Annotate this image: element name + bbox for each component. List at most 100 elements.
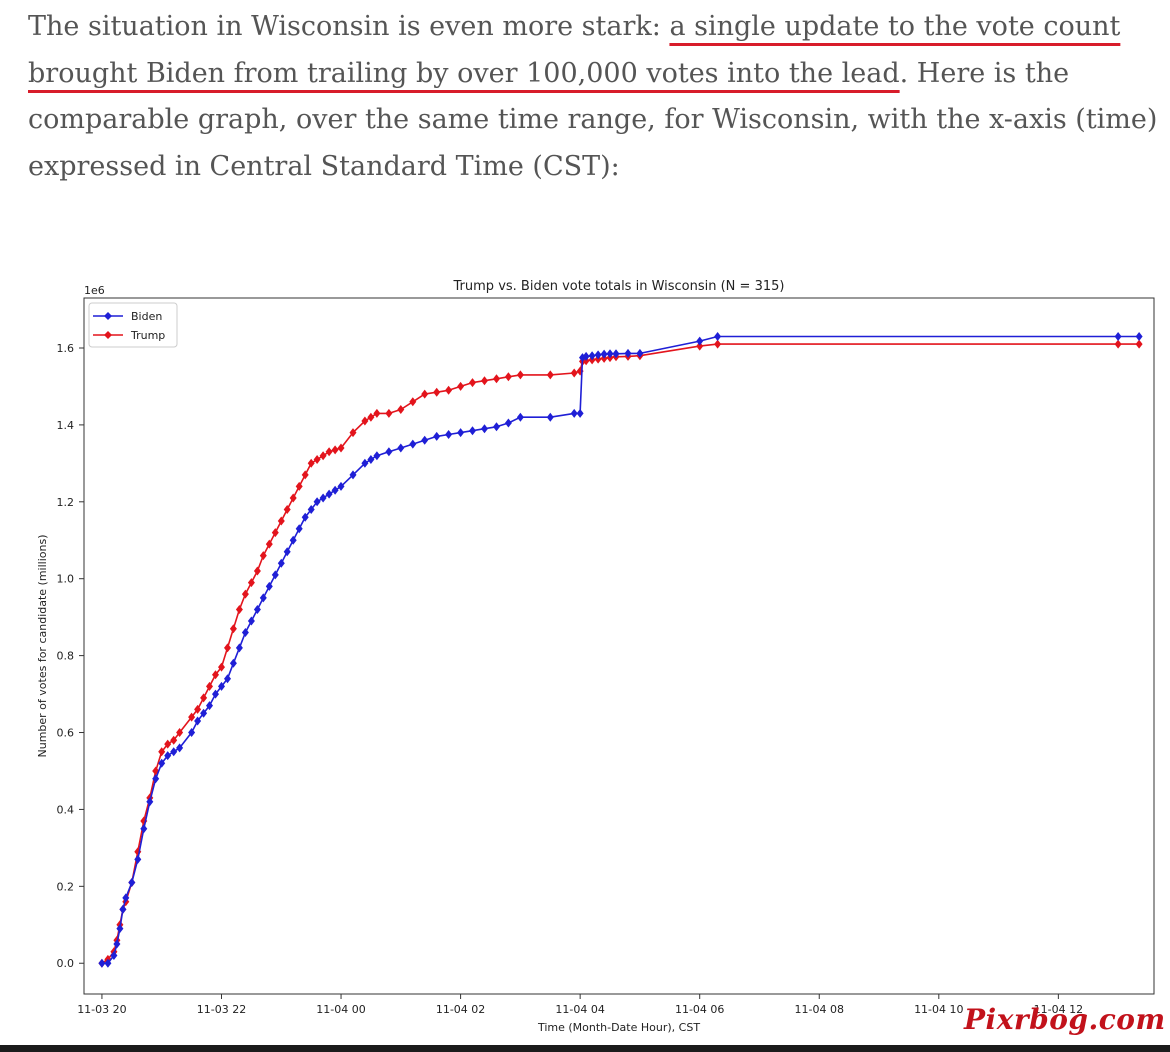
biden-data-point [241,628,249,637]
trump-data-point [247,578,255,588]
trump-data-point [570,368,578,378]
biden-data-point [235,643,243,653]
trump-data-point [283,505,291,514]
biden-data-point [606,349,614,359]
paragraph-text: . Here is the [899,57,1070,89]
x-axis-label: Time (Month-Date Hour), CST [537,1021,700,1034]
biden-data-point [301,512,309,522]
biden-data-point [247,616,255,626]
trump-data-point [409,397,417,407]
chart-title: Trump vs. Biden vote totals in Wisconsin… [453,279,785,294]
biden-data-point [206,701,213,711]
biden-data-point [259,593,267,603]
trump-data-point [457,381,465,391]
biden-data-point [224,674,231,684]
trump-data-point [289,493,297,503]
biden-data-point [588,351,596,361]
trump-data-point [265,539,273,549]
trump-data-point [696,341,704,351]
trump-data-point [277,516,285,526]
y-axis-multiplier: 1e6 [84,284,105,297]
paragraph-line-1: The situation in Wisconsin is even more … [28,4,1148,51]
biden-data-point [570,408,578,418]
biden-data-point [469,426,476,436]
y-axis-ticks: 0.0 0.2 0.4 0.6 0.8 1.0 1.2 1.4 1.6 [57,342,84,970]
biden-data-point [624,348,632,358]
trump-data-point [235,605,243,614]
trump-data-point [253,566,261,576]
biden-data-point [397,443,405,453]
biden-data-point [128,878,136,887]
plot-area [83,297,1155,995]
x-tick-label: 11-04 12 [1034,1003,1083,1016]
biden-data-point [110,951,118,960]
legend: Biden Trump [88,302,178,348]
biden-data-point [253,605,261,614]
trump-data-point [421,389,429,399]
biden-data-point [134,854,142,864]
biden-data-point [277,558,285,568]
biden-data-point [612,349,620,359]
biden-data-point [194,716,202,726]
biden-data-point [433,431,441,441]
x-axis-ticks: 11-03 20 11-03 22 11-04 00 11-04 02 11-04 04… [77,994,1083,1016]
y-tick-label: 0.0 [57,957,75,970]
biden-data-point [295,524,303,534]
biden-data-point [104,958,112,968]
biden-data-point [367,455,375,464]
trump-data-point [259,551,267,561]
y-tick-label: 1.4 [57,419,75,432]
legend-biden-marker [104,312,112,320]
biden-data-point [289,535,297,545]
y-axis-label: Number of votes for candidate (millions) [36,534,49,757]
trump-data-point [469,378,476,388]
paragraph-line-4: expressed in Central Standard Time (CST)… [28,150,620,182]
trump-data-point [325,447,333,457]
biden-data-point [594,350,602,360]
trump-data-point [164,739,172,749]
y-tick-label: 1.2 [57,496,75,509]
trump-data-point [319,451,327,461]
x-tick-label: 11-04 10 [914,1003,963,1016]
biden-data-point [265,581,273,591]
biden-data-point [229,658,237,668]
trump-data-point [331,445,339,455]
trump-data-point [158,747,166,757]
trump-data-point [1135,339,1143,349]
biden-data-point [164,751,172,761]
trump-data-point [1114,339,1122,349]
highlighted-claim: a single update to the vote count [669,11,1121,42]
biden-data-point [546,412,554,422]
biden-data-point [212,689,219,699]
biden-data-point [493,422,500,432]
biden-data-point [373,451,381,461]
biden-data-point [146,797,154,807]
biden-data-point [331,485,339,495]
biden-data-point [116,924,124,934]
x-tick-label: 11-04 08 [795,1003,844,1016]
biden-data-point [636,348,644,358]
legend-trump-label: Trump [130,329,165,342]
trump-data-point [218,662,225,672]
biden-data-point [421,435,429,445]
biden-data-point [313,497,321,507]
trump-data-point [224,643,231,653]
biden-data-point [140,824,148,834]
trump-data-point [188,712,196,722]
biden-data-point [200,708,208,718]
legend-biden-label: Biden [131,310,162,323]
y-tick-label: 0.6 [57,727,75,740]
biden-data-point [576,408,584,418]
biden-data-point [696,336,704,346]
y-tick-label: 0.2 [57,880,75,893]
biden-data-point [1114,332,1122,341]
biden-data-point [170,747,178,757]
trump-data-point [516,370,524,380]
y-tick-label: 0.8 [57,650,75,663]
biden-data-point [152,774,160,784]
biden-data-point [714,332,722,341]
biden-data-point [337,481,345,491]
biden-data-point [516,412,524,422]
biden-data-point [98,958,106,968]
biden-data-point [504,418,512,428]
